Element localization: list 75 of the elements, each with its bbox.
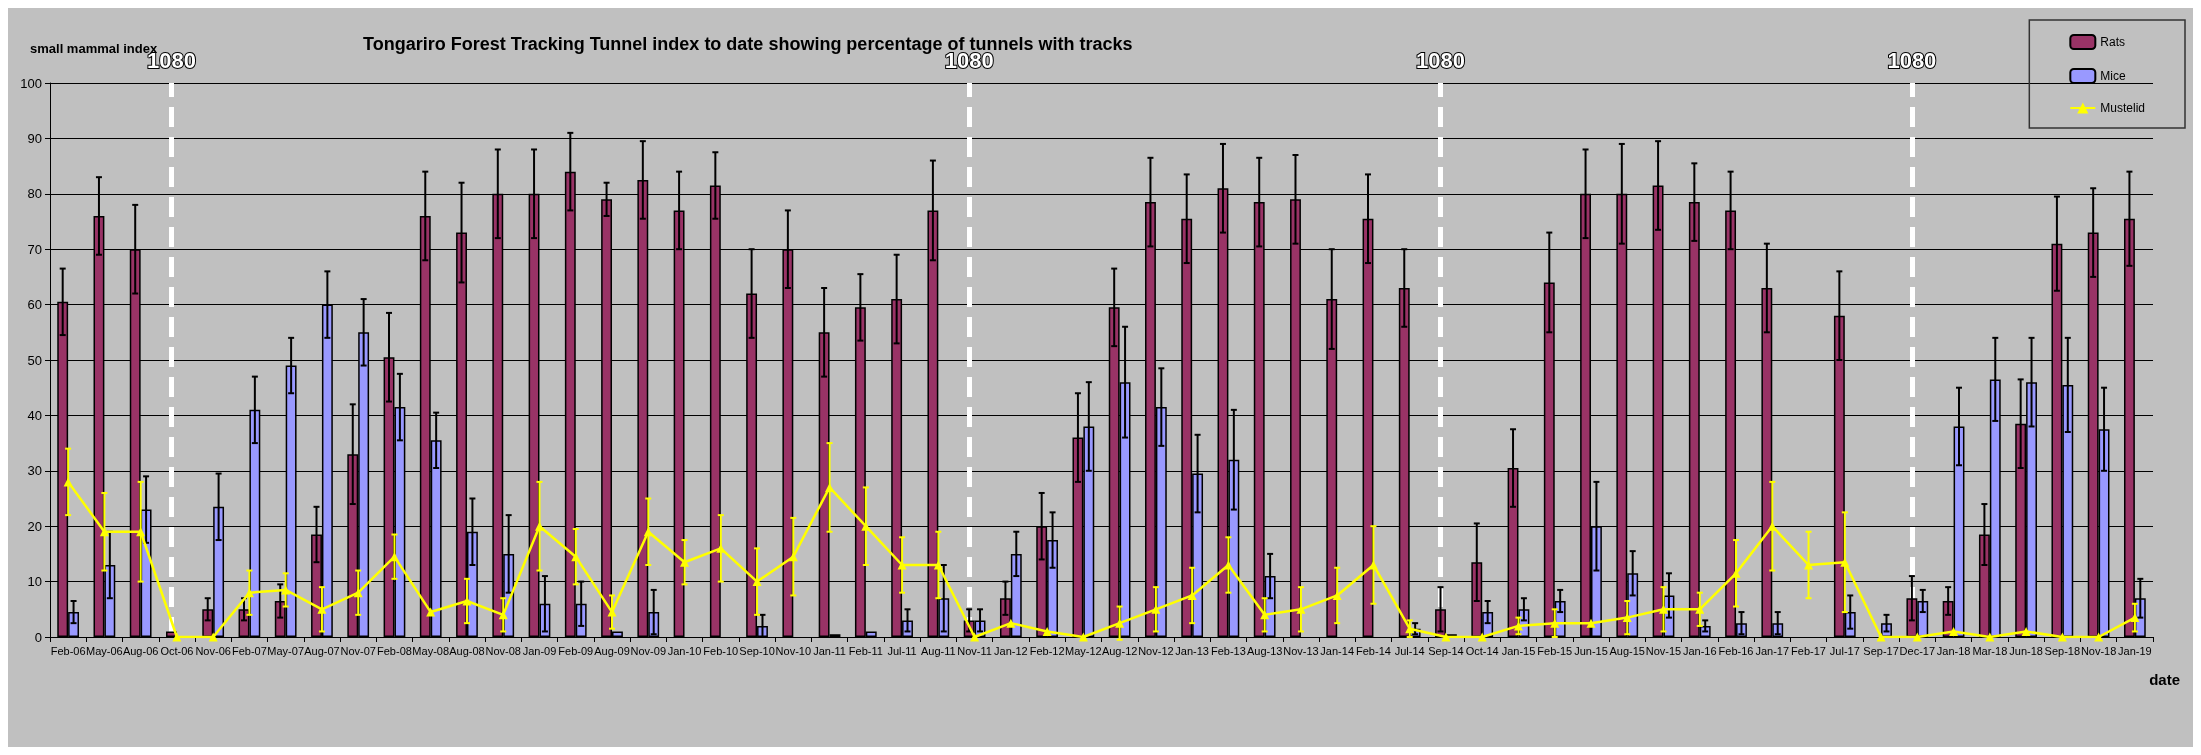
x-tick-label: Nov-06 [195, 644, 231, 657]
x-tick-label: Jun-15 [1574, 644, 1608, 657]
x-tick-label: Nov-08 [485, 644, 521, 657]
x-tick-label: May-07 [267, 644, 305, 657]
x-tick-label: Nov-09 [630, 644, 666, 657]
x-tick-label: Jan-13 [1175, 644, 1209, 657]
x-tick-label: Jun-18 [2009, 644, 2043, 657]
x-axis-title: date [2149, 671, 2180, 688]
legend-label: Mice [2100, 69, 2126, 83]
x-tick-label: Feb-13 [1210, 644, 1246, 657]
x-tick-label: Jul-14 [1394, 644, 1425, 657]
x-tick-label: May-12 [1065, 644, 1102, 657]
x-tick-label: Nov-07 [340, 644, 376, 657]
x-tick-label: Jan-15 [1501, 644, 1536, 657]
x-tick-label: Aug-06 [122, 644, 159, 657]
x-tick-label: Feb-17 [1791, 644, 1826, 657]
x-tick-label: Aug-09 [594, 644, 630, 657]
x-tick-label: Jan-18 [1936, 644, 1971, 657]
x-tick-label: Jul-11 [887, 644, 917, 657]
legend-label: Rats [2100, 35, 2125, 49]
y-tick-label: 60 [27, 297, 42, 313]
x-tick-label: Dec-17 [1899, 644, 1936, 657]
legend-label: Mustelid [2100, 101, 2145, 115]
x-tick-label: Aug-07 [304, 644, 340, 657]
x-tick-label: Nov-12 [1138, 644, 1174, 657]
x-tick-label: Feb-11 [848, 644, 883, 657]
x-tick-label: Sep-14 [1428, 644, 1464, 657]
x-tick-label: Feb-15 [1537, 644, 1573, 657]
x-tick-label: Jan-10 [667, 644, 702, 657]
y-tick-label: 10 [27, 574, 42, 590]
x-tick-label: Feb-12 [1029, 644, 1065, 657]
y-tick-label: 80 [27, 186, 42, 202]
x-tick-label: May-08 [412, 644, 450, 657]
y-tick-label: 40 [27, 407, 42, 423]
y-tick-label: 30 [27, 463, 42, 479]
x-tick-label: Nov-10 [775, 644, 812, 657]
x-tick-label: Feb-16 [1718, 644, 1754, 657]
x-tick-label: Oct-14 [1465, 644, 1499, 657]
x-tick-label: Mar-18 [1972, 644, 2008, 657]
x-tick-label: Sep-18 [2044, 644, 2081, 657]
y-tick-label: 100 [20, 75, 42, 91]
x-tick-label: Sep-10 [739, 644, 775, 657]
x-tick-label: Feb-08 [377, 644, 412, 657]
x-tick-label: Jan-09 [522, 644, 557, 657]
x-tick-label: Feb-09 [558, 644, 594, 657]
y-tick-label: 0 [34, 629, 42, 645]
x-tick-label: Jan-16 [1682, 644, 1717, 657]
x-tick-label: Jan-19 [2118, 644, 2152, 657]
x-tick-label: Jan-14 [1320, 644, 1354, 657]
x-tick-label: Aug-13 [1246, 644, 1283, 657]
x-tick-label: Feb-10 [703, 644, 739, 657]
x-tick-label: May-06 [86, 644, 123, 657]
x-tick-label: Aug-11 [921, 644, 956, 657]
x-tick-label: Nov-18 [2080, 644, 2117, 657]
x-tick-label: Jan-11 [813, 644, 846, 657]
x-tick-label: Aug-08 [449, 644, 485, 657]
x-tick-label: Nov-13 [1283, 644, 1319, 657]
x-tick-label: Oct-06 [160, 644, 194, 657]
y-tick-label: 90 [27, 130, 42, 146]
y-tick-label: 50 [27, 352, 42, 368]
x-tick-label: Feb-07 [231, 644, 267, 657]
ref-line-label: 1080 [1416, 47, 1465, 73]
y-tick-label: 20 [27, 518, 42, 534]
x-tick-label: Nov-15 [1645, 644, 1682, 657]
ref-line-label: 1080 [1887, 47, 1937, 73]
x-tick-label: Aug-12 [1101, 644, 1138, 657]
y-tick-label: 70 [27, 241, 42, 257]
x-tick-label: Feb-14 [1356, 644, 1391, 657]
x-tick-label: Jan-17 [1755, 644, 1790, 657]
x-tick-label: Aug-15 [1609, 644, 1645, 657]
x-tick-label: Nov-11 [957, 644, 992, 657]
x-tick-label: Feb-06 [50, 644, 86, 657]
x-tick-label: Jul-17 [1829, 644, 1860, 657]
x-tick-label: Jan-12 [994, 644, 1028, 657]
x-tick-label: Sep-17 [1863, 644, 1899, 657]
